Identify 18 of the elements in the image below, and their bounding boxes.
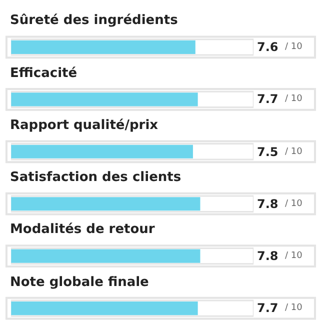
y-tick-label: Efficacité <box>10 66 78 81</box>
text: / 10 <box>285 147 303 157</box>
text: / 10 <box>285 199 303 209</box>
data-label: 7.7 <box>257 301 278 315</box>
y-tick-label: Modalités de retour <box>10 222 156 237</box>
y-tick-label: Note globale finale <box>10 275 150 290</box>
text: / 10 <box>285 251 303 261</box>
y-tick-label: Satisfaction des clients <box>10 170 182 185</box>
y-tick-label: Rapport qualité/prix <box>10 118 159 133</box>
text: / 10 <box>285 42 303 52</box>
text: / 10 <box>285 94 303 104</box>
data-label: 7.8 <box>257 249 278 263</box>
data-label: 7.5 <box>257 145 278 159</box>
text: / 10 <box>285 303 303 313</box>
data-label: 7.8 <box>257 197 278 211</box>
y-tick-label: Sûreté des ingrédients <box>10 13 178 28</box>
data-label: 7.6 <box>257 40 278 54</box>
data-label: 7.7 <box>257 92 278 106</box>
